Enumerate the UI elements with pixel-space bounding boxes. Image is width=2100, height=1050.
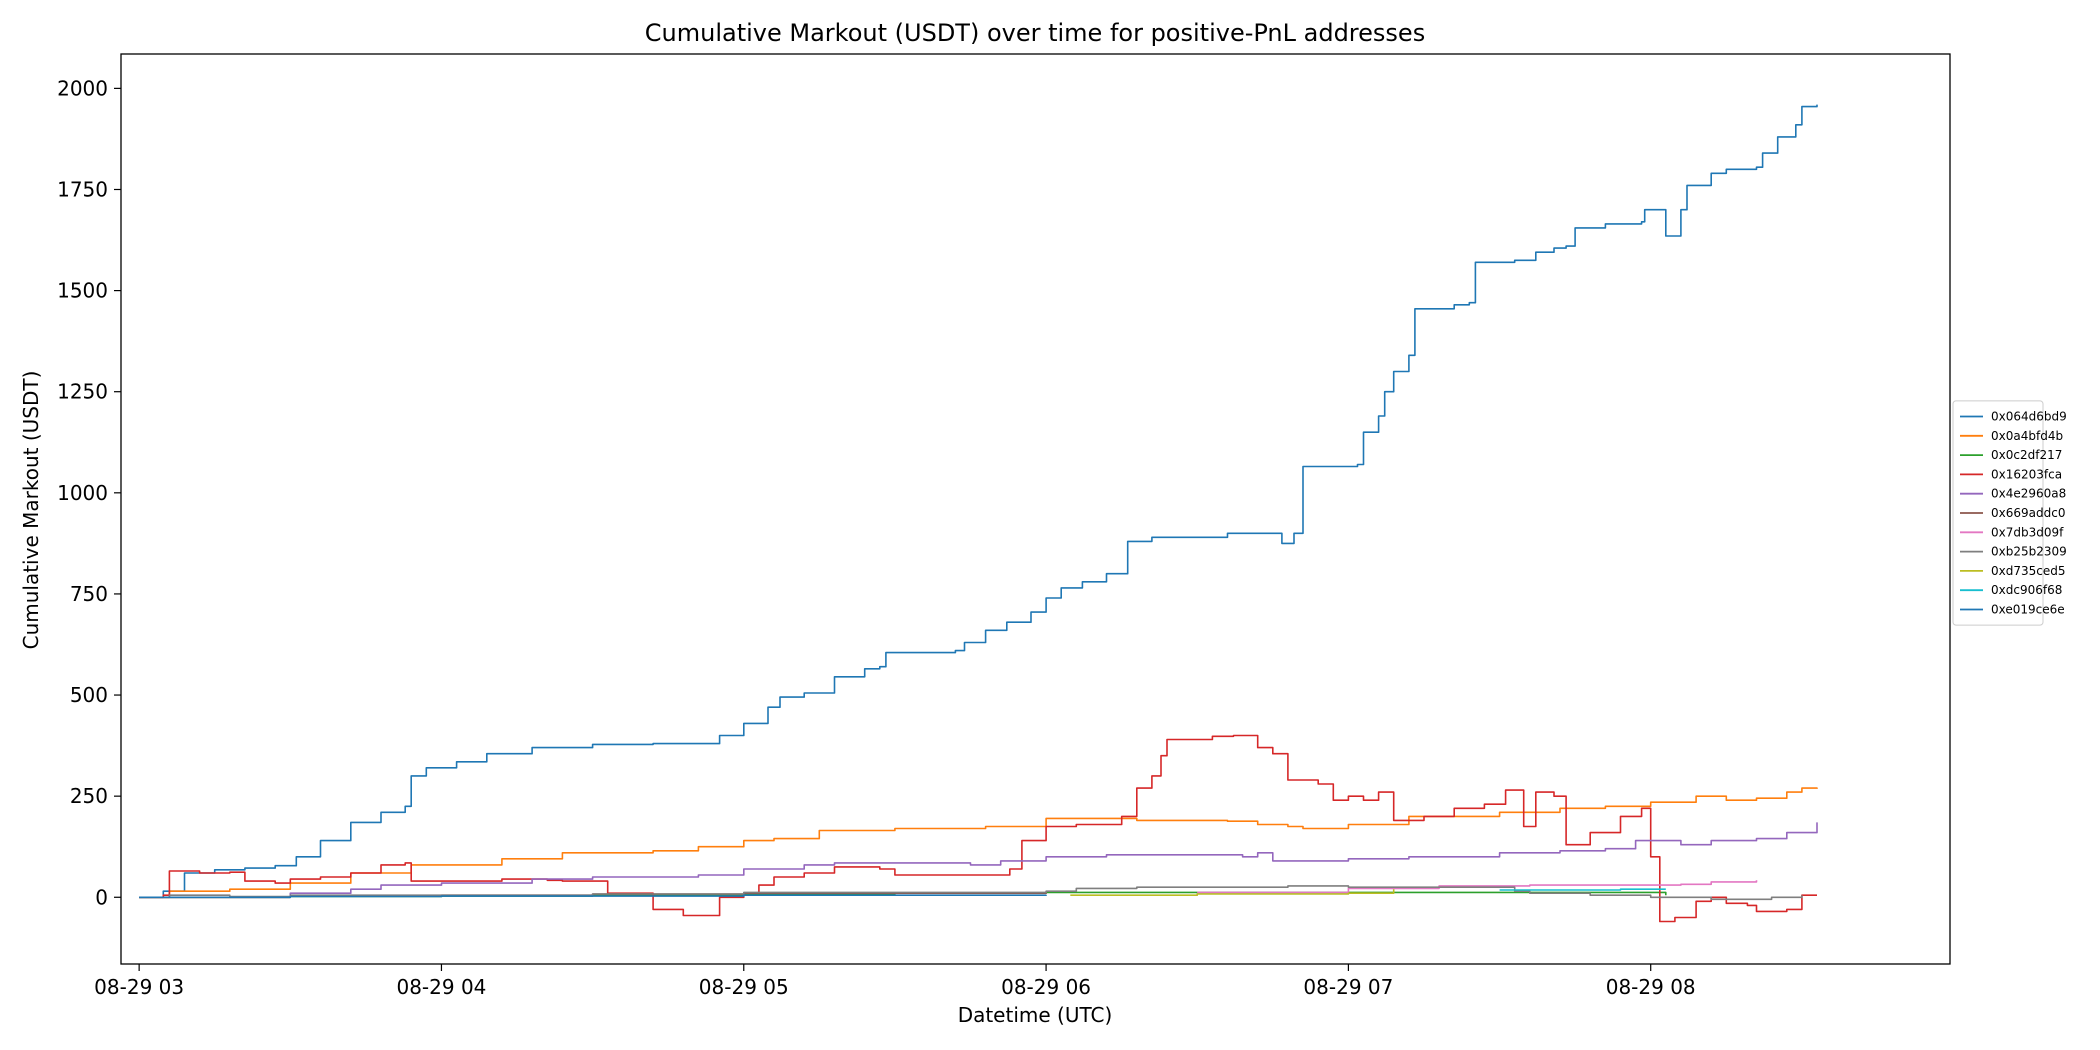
y-axis-label: Cumulative Markout (USDT)	[19, 371, 43, 650]
series-line-0x064d6bd9	[139, 104, 1818, 899]
x-tick-label: 08-29 04	[396, 975, 486, 999]
legend-entry-label: 0x16203fca	[1991, 467, 2062, 481]
x-tick-label: 08-29 08	[1606, 975, 1696, 999]
x-tick-label: 08-29 05	[699, 975, 789, 999]
y-tick-label: 500	[70, 683, 108, 707]
y-tick-label: 1750	[57, 177, 108, 201]
x-tick-label: 08-29 07	[1303, 975, 1393, 999]
y-tick-label: 750	[70, 582, 108, 606]
y-tick-label: 2000	[57, 76, 108, 100]
legend-frame	[1952, 400, 2044, 626]
x-tick-label: 08-29 06	[1001, 975, 1091, 999]
legend-entry-label: 0xe019ce6e	[1991, 603, 2065, 617]
series-layer	[139, 104, 1818, 923]
x-tick-label: 08-29 03	[94, 975, 184, 999]
legend-entry-label: 0xd735ced5	[1991, 564, 2066, 578]
legend-entry-label: 0x669addc0	[1991, 506, 2065, 520]
series-line-0x16203fca	[139, 734, 1817, 923]
legend-entry-label: 0x4e2960a8	[1991, 487, 2066, 501]
x-axis-label: Datetime (UTC)	[958, 1003, 1113, 1027]
series-line-0xd735ced5	[1070, 889, 1395, 896]
series-line-0x7db3d09f	[1197, 880, 1758, 894]
legend-entry-label: 0x0a4bfd4b	[1991, 429, 2063, 443]
y-tick-label: 1500	[57, 279, 108, 303]
x-axis-ticks: 08-29 03 08-29 04 08-29 05 08-29 06 08-29 07…	[94, 964, 1696, 999]
series-line-0x0a4bfd4b	[139, 787, 1818, 899]
series-line-0xdc906f68	[1499, 888, 1666, 891]
legend-entry-label: 0x7db3d09f	[1991, 525, 2064, 539]
legend-entry-label: 0xb25b2309	[1991, 545, 2067, 559]
series-line-0xe019ce6e	[139, 894, 1047, 899]
legend-entry-label: 0xdc906f68	[1991, 583, 2062, 597]
series-line-0x4e2960a8	[139, 822, 1818, 899]
y-axis-ticks: 0 250 500 750 1000 1250 1500 1750 2000	[57, 76, 121, 909]
chart-title: Cumulative Markout (USDT) over time for …	[645, 19, 1425, 47]
legend-entry-label: 0x064d6bd9	[1991, 410, 2067, 424]
y-tick-label: 0	[95, 885, 108, 909]
y-tick-label: 250	[70, 784, 108, 808]
y-tick-label: 1250	[57, 380, 108, 404]
legend: 0x064d6bd9 0x0a4bfd4b 0x0c2df217 0x16203fca…	[1952, 400, 2067, 626]
legend-entry-label: 0x0c2df217	[1991, 448, 2062, 462]
series-line-0xb25b2309	[139, 885, 1803, 901]
plot-area-frame	[120, 53, 1951, 965]
y-tick-label: 1000	[57, 481, 108, 505]
